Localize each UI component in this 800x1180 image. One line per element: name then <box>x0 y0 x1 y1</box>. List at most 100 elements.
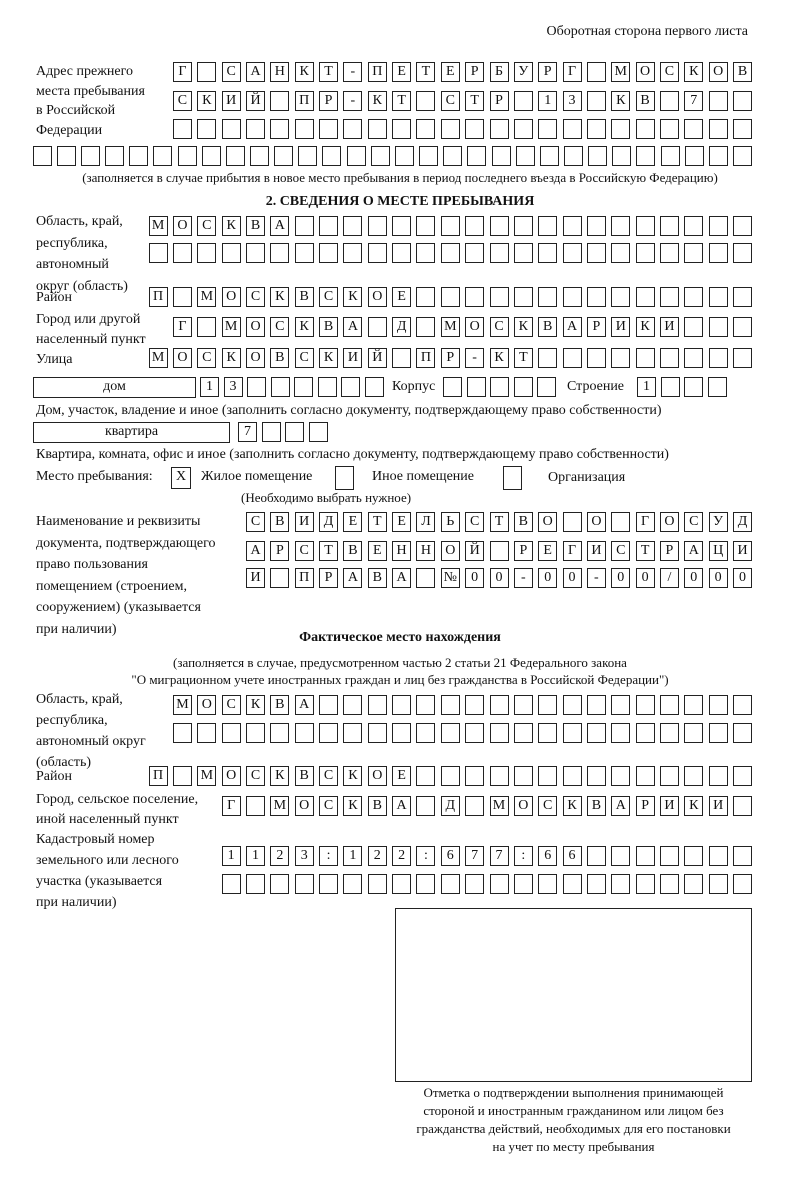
prev-address-cell[interactable] <box>659 119 679 139</box>
cadastre-cell[interactable] <box>708 874 728 894</box>
document-cell[interactable]: А <box>246 541 265 561</box>
actual-district-cell[interactable]: Е <box>392 766 412 786</box>
region-cell[interactable] <box>684 216 704 236</box>
cadastre-cell[interactable]: 3 <box>294 846 314 866</box>
apartment-cell[interactable] <box>261 422 281 442</box>
corpus-cell[interactable] <box>490 377 509 397</box>
cadastre-cell[interactable] <box>416 874 436 894</box>
document-cell[interactable]: 0 <box>465 568 485 588</box>
document-cell[interactable]: У <box>708 512 728 532</box>
prev-address-cell[interactable]: А <box>246 62 265 82</box>
cadastre-cell[interactable] <box>611 846 631 866</box>
prev-address-cell[interactable] <box>733 119 752 139</box>
prev-address-cell[interactable] <box>515 146 535 166</box>
document-cell[interactable]: Т <box>489 512 509 532</box>
actual-region-cell[interactable] <box>562 723 582 743</box>
city-cell[interactable]: К <box>635 317 655 337</box>
region-cell[interactable] <box>733 216 752 236</box>
prev-address-cell[interactable]: Б <box>489 62 509 82</box>
actual-region-cell[interactable] <box>513 723 533 743</box>
region-cell[interactable] <box>343 216 363 236</box>
prev-address-cell[interactable] <box>684 146 704 166</box>
actual-district-cell[interactable] <box>733 766 752 786</box>
cadastre-cell[interactable] <box>513 874 533 894</box>
document-cell[interactable]: Г <box>635 512 655 532</box>
prev-address-cell[interactable] <box>153 146 173 166</box>
document-cell[interactable]: В <box>343 541 363 561</box>
actual-region-cell[interactable] <box>489 723 509 743</box>
district-cell[interactable]: Е <box>392 287 412 307</box>
document-cell[interactable]: П <box>294 568 314 588</box>
region-cell[interactable] <box>538 243 558 263</box>
street-cell[interactable]: С <box>294 348 314 368</box>
prev-address-cell[interactable] <box>733 91 752 111</box>
district-cell[interactable] <box>684 287 704 307</box>
apartment-cell[interactable] <box>308 422 328 442</box>
district-cell[interactable]: П <box>148 287 168 307</box>
street-cell[interactable]: С <box>197 348 217 368</box>
city-cell[interactable]: Г <box>172 317 192 337</box>
cadastre-cell[interactable] <box>659 846 679 866</box>
document-cell[interactable]: И <box>294 512 314 532</box>
cadastre-cell[interactable] <box>392 874 412 894</box>
house-number-cell[interactable] <box>294 377 313 397</box>
district-cell[interactable] <box>465 287 485 307</box>
actual-region-cell[interactable] <box>733 695 752 715</box>
prev-address-cell[interactable] <box>538 119 558 139</box>
building-cell[interactable] <box>684 377 703 397</box>
city-cell[interactable] <box>684 317 704 337</box>
cadastre-cell[interactable] <box>635 846 655 866</box>
actual-city-cell[interactable]: К <box>343 796 363 816</box>
actual-region-cell[interactable] <box>246 723 265 743</box>
district-cell[interactable] <box>440 287 460 307</box>
prev-address-cell[interactable] <box>611 119 631 139</box>
document-cell[interactable]: И <box>246 568 265 588</box>
prev-address-cell[interactable]: Т <box>416 62 436 82</box>
document-cell[interactable]: 0 <box>684 568 704 588</box>
region-cell[interactable] <box>733 243 752 263</box>
prev-address-cell[interactable] <box>586 91 606 111</box>
corpus-cell[interactable] <box>466 377 486 397</box>
prev-address-cell[interactable]: Т <box>465 91 485 111</box>
prev-address-cell[interactable]: О <box>635 62 655 82</box>
prev-address-cell[interactable] <box>197 119 217 139</box>
house-number-cell[interactable] <box>364 377 384 397</box>
prev-address-cell[interactable] <box>177 146 197 166</box>
region-cell[interactable] <box>197 243 217 263</box>
prev-address-cell[interactable]: С <box>172 91 192 111</box>
prev-address-cell[interactable] <box>416 91 436 111</box>
actual-district-cell[interactable] <box>440 766 460 786</box>
region-cell[interactable] <box>684 243 704 263</box>
street-cell[interactable] <box>538 348 558 368</box>
cadastre-cell[interactable]: 7 <box>465 846 485 866</box>
actual-city-cell[interactable]: М <box>270 796 290 816</box>
prev-address-cell[interactable]: Г <box>172 62 192 82</box>
document-cell[interactable] <box>611 512 631 532</box>
apartment-cell[interactable]: 7 <box>238 422 257 442</box>
prev-address-cell[interactable]: 7 <box>684 91 704 111</box>
district-cell[interactable] <box>172 287 192 307</box>
document-cell[interactable]: Й <box>465 541 485 561</box>
district-cell[interactable]: В <box>294 287 314 307</box>
cadastre-cell[interactable]: 2 <box>367 846 387 866</box>
prev-address-cell[interactable] <box>489 119 509 139</box>
region-cell[interactable] <box>611 243 631 263</box>
actual-city-cell[interactable]: К <box>562 796 582 816</box>
actual-district-cell[interactable]: М <box>197 766 217 786</box>
document-cell[interactable]: Е <box>343 512 363 532</box>
actual-region-cell[interactable]: С <box>221 695 241 715</box>
district-cell[interactable] <box>659 287 679 307</box>
actual-district-cell[interactable] <box>684 766 704 786</box>
document-cell[interactable]: С <box>465 512 485 532</box>
actual-city-cell[interactable]: Д <box>440 796 460 816</box>
street-cell[interactable]: В <box>270 348 290 368</box>
prev-address-cell[interactable] <box>636 146 656 166</box>
document-cell[interactable]: № <box>440 568 460 588</box>
prev-address-cell[interactable] <box>80 146 100 166</box>
prev-address-cell[interactable]: 1 <box>538 91 558 111</box>
actual-region-cell[interactable] <box>221 723 241 743</box>
prev-address-cell[interactable] <box>513 119 533 139</box>
cadastre-cell[interactable] <box>319 874 339 894</box>
actual-district-cell[interactable] <box>611 766 631 786</box>
prev-address-cell[interactable] <box>708 146 728 166</box>
